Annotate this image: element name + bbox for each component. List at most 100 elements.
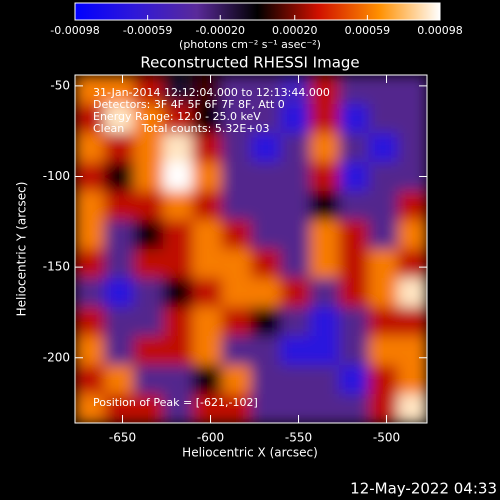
colorbar-tick-label: -0.00059 — [123, 24, 172, 37]
heatmap-cell — [75, 307, 105, 337]
heatmap-cell — [75, 133, 105, 163]
heatmap-cell — [339, 104, 369, 134]
y-tick-label: -150 — [43, 260, 70, 274]
heatmap-cell — [192, 75, 223, 105]
heatmap-cell — [133, 394, 164, 423]
heatmap-cell — [397, 220, 427, 250]
colorbar-tick-label: 0.00020 — [272, 24, 318, 37]
heatmap-cell — [397, 365, 427, 395]
heatmap-cell — [368, 75, 399, 105]
heatmap-cell — [104, 75, 135, 105]
annotation: Energy Range: 12.0 - 25.0 keV — [93, 110, 261, 123]
heatmap-cell — [133, 104, 164, 134]
heatmap-cell — [251, 336, 281, 366]
heatmap-cell — [251, 307, 281, 337]
heatmap-cell — [221, 278, 252, 308]
heatmap-cell — [280, 249, 311, 279]
heatmap-cell — [339, 278, 369, 308]
heatmap-cell — [280, 278, 311, 308]
heatmap-cell — [104, 336, 135, 366]
heatmap-cell — [368, 278, 399, 308]
heatmap-cell — [192, 249, 223, 279]
heatmap-cell — [397, 278, 427, 308]
heatmap-cell — [221, 75, 252, 105]
heatmap-cell — [280, 336, 311, 366]
x-tick-label: -550 — [285, 431, 312, 445]
heatmap-cell — [104, 104, 135, 134]
heatmap-cell — [221, 162, 252, 192]
heatmap-cell — [251, 249, 281, 279]
heatmap-cell — [133, 133, 164, 163]
y-tick-label: -100 — [43, 169, 70, 183]
heatmap-cell — [75, 336, 105, 366]
heatmap-cell — [251, 162, 281, 192]
heatmap-cell — [133, 220, 164, 250]
footer-timestamp: 12-May-2022 04:33 — [350, 480, 497, 498]
heatmap-cell — [75, 191, 105, 221]
heatmap-cell — [397, 336, 427, 366]
heatmap-cell — [192, 220, 223, 250]
x-tick-label: -600 — [197, 431, 224, 445]
heatmap-cell — [309, 394, 340, 423]
heatmap-cell — [104, 220, 135, 250]
annotation: Clean Total counts: 5.32E+03 — [93, 122, 270, 135]
heatmap-cell — [397, 307, 427, 337]
heatmap — [75, 75, 427, 423]
heatmap-cell — [104, 249, 135, 279]
heatmap-cell — [192, 307, 223, 337]
annotation: Detectors: 3F 4F 5F 6F 7F 8F, Att 0 — [93, 98, 285, 111]
heatmap-cell — [75, 75, 105, 105]
heatmap-cell — [368, 104, 399, 134]
heatmap-cell — [251, 75, 281, 105]
heatmap-cell — [280, 75, 311, 105]
heatmap-cell — [221, 249, 252, 279]
heatmap-cell — [397, 104, 427, 134]
heatmap-cell — [104, 365, 135, 395]
heatmap-cell — [163, 75, 193, 105]
heatmap-cell — [104, 394, 135, 423]
heatmap-cell — [133, 336, 164, 366]
plot-frame — [74, 74, 428, 424]
colorbar — [74, 2, 441, 21]
heatmap-cell — [133, 278, 164, 308]
heatmap-cell — [104, 133, 135, 163]
heatmap-cell — [163, 394, 193, 423]
heatmap-cell — [309, 336, 340, 366]
heatmap-cell — [221, 365, 252, 395]
heatmap-cell — [397, 191, 427, 221]
heatmap-cell — [221, 307, 252, 337]
heatmap-cell — [309, 307, 340, 337]
heatmap-cell — [339, 75, 369, 105]
heatmap-cell — [280, 365, 311, 395]
heatmap-cell — [192, 191, 223, 221]
heatmap-cell — [339, 162, 369, 192]
heatmap-cell — [104, 162, 135, 192]
heatmap-cells — [75, 75, 427, 423]
heatmap-cell — [104, 278, 135, 308]
heatmap-cell — [368, 336, 399, 366]
heatmap-cell — [251, 133, 281, 163]
heatmap-cell — [133, 191, 164, 221]
heatmap-cell — [163, 162, 193, 192]
heatmap-cell — [368, 365, 399, 395]
heatmap-cell — [280, 191, 311, 221]
colorbar-tick-label: 0.00059 — [345, 24, 391, 37]
heatmap-cell — [75, 249, 105, 279]
heatmap-cell — [368, 162, 399, 192]
heatmap-cell — [251, 104, 281, 134]
heatmap-cell — [368, 191, 399, 221]
heatmap-cell — [309, 133, 340, 163]
heatmap-cell — [280, 162, 311, 192]
y-tick-label: -200 — [43, 350, 70, 364]
heatmap-cell — [133, 365, 164, 395]
x-tick-label: -500 — [373, 431, 400, 445]
x-axis-label: Heliocentric X (arcsec) — [182, 446, 318, 460]
heatmap-cell — [133, 75, 164, 105]
heatmap-cell — [397, 394, 427, 423]
heatmap-cell — [75, 365, 105, 395]
heatmap-cell — [192, 336, 223, 366]
heatmap-cell — [251, 191, 281, 221]
heatmap-cell — [163, 365, 193, 395]
heatmap-cell — [309, 278, 340, 308]
